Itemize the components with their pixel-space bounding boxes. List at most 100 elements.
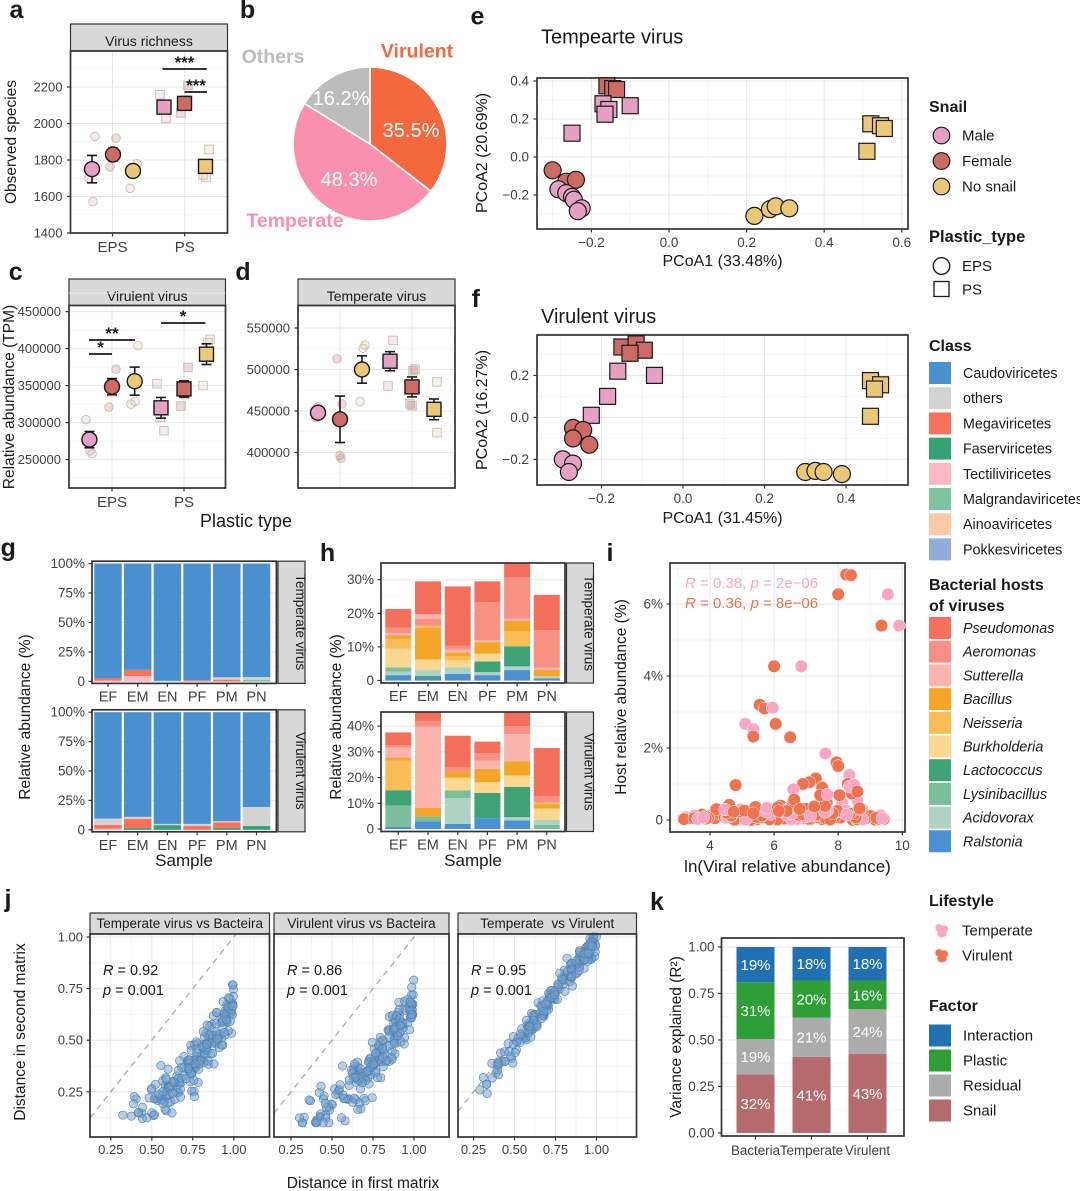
svg-text:50%: 50% [58,764,85,779]
svg-text:Distance in second matrix: Distance in second matrix [12,943,29,1121]
svg-text:Megaviricetes: Megaviricetes [963,416,1051,432]
svg-text:Virus richness: Virus richness [105,33,193,49]
svg-text:Temperate: Temperate [246,210,343,232]
svg-text:R = 0.38, p = 2e−06: R = 0.38, p = 2e−06 [685,575,818,592]
svg-text:0.25: 0.25 [688,1079,714,1094]
svg-text:Plastic type: Plastic type [200,511,292,531]
svg-text:*: * [180,307,187,326]
svg-text:1.00: 1.00 [584,1142,609,1157]
svg-text:75%: 75% [58,734,85,749]
svg-text:PCoA1 (33.48%): PCoA1 (33.48%) [662,253,782,270]
svg-text:0.0: 0.0 [660,235,679,250]
svg-text:0: 0 [366,822,374,837]
svg-text:Host relative abundance (%): Host relative abundance (%) [613,599,630,795]
svg-text:2%: 2% [643,741,663,756]
svg-text:350000: 350000 [18,378,61,393]
svg-text:100%: 100% [50,556,85,571]
svg-text:18%: 18% [852,956,882,973]
svg-text:0.2: 0.2 [755,491,774,506]
svg-text:PF: PF [188,838,207,854]
svg-text:0.2: 0.2 [510,368,529,383]
svg-text:0.0: 0.0 [510,150,529,165]
svg-text:20%: 20% [796,992,826,1009]
svg-text:250000: 250000 [18,452,61,467]
svg-text:PM: PM [216,689,238,705]
svg-text:PM: PM [506,838,528,854]
svg-text:Burkholderia: Burkholderia [963,740,1043,756]
svg-text:***: *** [186,76,206,95]
svg-text:1.00: 1.00 [688,940,714,955]
svg-text:0.4: 0.4 [815,235,834,250]
svg-text:Plastic: Plastic [963,1053,1008,1070]
svg-text:EN: EN [448,838,468,854]
svg-text:p = 0.001: p = 0.001 [470,983,532,999]
svg-text:19%: 19% [740,957,770,974]
svg-text:Neisseria: Neisseria [963,716,1023,732]
svg-text:1.00: 1.00 [58,930,83,945]
svg-text:400000: 400000 [247,445,290,460]
svg-text:Pseudomonas: Pseudomonas [963,621,1054,637]
svg-text:Malgrandaviricetes: Malgrandaviricetes [963,492,1080,508]
svg-text:Snail: Snail [929,99,967,116]
svg-text:No snail: No snail [962,179,1016,196]
svg-text:−0.2: −0.2 [502,452,529,467]
svg-text:0.2: 0.2 [737,235,756,250]
svg-text:Temperate: Temperate [780,1143,843,1158]
svg-text:Virulent: Virulent [962,948,1013,965]
svg-text:PM: PM [506,689,528,705]
svg-text:Female: Female [962,153,1012,170]
svg-text:Lactococcus: Lactococcus [963,763,1042,779]
svg-text:PCoA2 (16.27%): PCoA2 (16.27%) [474,350,491,470]
svg-text:0.50: 0.50 [502,1142,527,1157]
svg-text:PCoA1 (31.45%): PCoA1 (31.45%) [662,510,782,527]
svg-text:0.50: 0.50 [58,1033,83,1048]
svg-text:10%: 10% [347,639,374,654]
svg-text:40%: 40% [347,719,374,734]
svg-text:R = 0.86: R = 0.86 [287,963,342,979]
svg-text:Temperate: Temperate [962,923,1033,940]
svg-text:R = 0.95: R = 0.95 [471,963,526,979]
svg-text:a: a [10,0,25,24]
svg-text:others: others [963,391,1003,407]
svg-text:Relative abundance (TPM): Relative abundance (TPM) [1,305,18,489]
svg-text:Virulent: Virulent [845,1143,890,1158]
svg-text:2200: 2200 [34,80,63,95]
svg-text:25%: 25% [58,644,85,659]
svg-text:50%: 50% [58,615,85,630]
svg-text:R = 0.92: R = 0.92 [103,963,158,979]
svg-text:0.75: 0.75 [688,986,714,1001]
svg-text:PN: PN [246,689,266,705]
svg-text:EM: EM [127,689,149,705]
svg-text:30%: 30% [347,744,374,759]
svg-text:18%: 18% [796,956,826,973]
svg-text:0: 0 [77,674,85,689]
svg-text:PS: PS [175,239,195,256]
svg-text:6: 6 [770,838,778,853]
svg-text:1.00: 1.00 [221,1142,246,1157]
svg-text:0: 0 [366,673,374,688]
svg-text:4: 4 [706,838,714,853]
svg-text:Male: Male [962,128,995,145]
svg-text:Tempearte virus: Tempearte virus [541,27,683,49]
svg-text:0.6: 0.6 [892,235,911,250]
svg-text:Bacteria: Bacteria [731,1143,781,1158]
svg-text:PN: PN [537,689,557,705]
svg-text:Aeromonas: Aeromonas [962,645,1036,661]
svg-text:300000: 300000 [18,415,61,430]
svg-text:43%: 43% [852,1086,882,1103]
svg-text:Lifestyle: Lifestyle [929,893,994,910]
svg-text:16%: 16% [852,987,882,1004]
svg-text:0.25: 0.25 [58,1084,83,1099]
svg-text:Interaction: Interaction [963,1028,1033,1045]
svg-text:Tectiliviricetes: Tectiliviricetes [963,467,1051,483]
svg-text:20%: 20% [347,770,374,785]
svg-text:Temperate virus: Temperate virus [582,575,597,671]
svg-text:35.5%: 35.5% [383,120,440,142]
svg-text:550000: 550000 [247,321,290,336]
svg-text:Faserviricetes: Faserviricetes [963,442,1052,458]
svg-text:EPS: EPS [97,239,127,256]
svg-text:***: *** [175,53,195,72]
svg-text:EF: EF [389,689,408,705]
svg-text:PN: PN [246,838,266,854]
svg-text:i: i [607,539,614,567]
